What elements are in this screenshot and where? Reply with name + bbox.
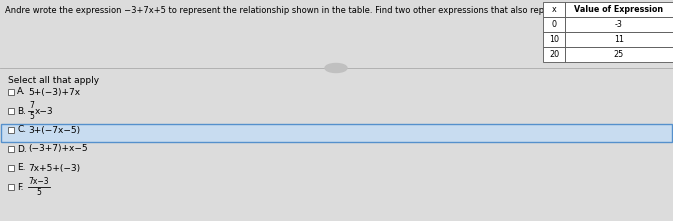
Text: 7x+5+(−3): 7x+5+(−3) — [28, 164, 80, 173]
Text: x: x — [552, 5, 557, 14]
Text: 10: 10 — [549, 35, 559, 44]
Ellipse shape — [325, 63, 347, 72]
Text: (−3+7)+x−5: (−3+7)+x−5 — [28, 145, 87, 154]
Bar — [543, 2, 565, 17]
Bar — [8, 184, 14, 190]
Text: -3: -3 — [615, 20, 623, 29]
Text: 25: 25 — [614, 50, 624, 59]
Text: B.: B. — [17, 107, 26, 116]
Text: 5+(−3)+7x: 5+(−3)+7x — [28, 88, 80, 97]
Bar — [1, 124, 672, 142]
Text: D.: D. — [17, 145, 27, 154]
Text: 7x−3: 7x−3 — [29, 177, 49, 186]
Text: Select all that apply: Select all that apply — [8, 76, 99, 85]
Bar — [543, 47, 565, 62]
Bar — [8, 127, 14, 133]
Bar — [565, 17, 673, 32]
Text: F.: F. — [17, 183, 24, 192]
Bar — [8, 89, 14, 95]
Bar — [565, 32, 673, 47]
Text: x−3: x−3 — [35, 107, 54, 116]
Bar — [8, 146, 14, 152]
Text: E.: E. — [17, 164, 26, 173]
Text: A.: A. — [17, 88, 26, 97]
Bar — [565, 2, 673, 17]
Bar — [8, 108, 14, 114]
Text: 3+(−7x−5): 3+(−7x−5) — [28, 126, 80, 135]
Text: 11: 11 — [614, 35, 624, 44]
Text: Value of Expression: Value of Expression — [575, 5, 664, 14]
Text: 7: 7 — [29, 101, 34, 110]
Text: C.: C. — [17, 126, 26, 135]
Text: 5: 5 — [36, 188, 42, 197]
Text: 5: 5 — [29, 112, 34, 121]
Text: 0: 0 — [551, 20, 557, 29]
Bar — [8, 165, 14, 171]
Bar — [565, 47, 673, 62]
Bar — [543, 32, 565, 47]
Bar — [543, 17, 565, 32]
Text: Andre wrote the expression −3+7x+5 to represent the relationship shown in the ta: Andre wrote the expression −3+7x+5 to re… — [5, 6, 673, 15]
Text: 20: 20 — [549, 50, 559, 59]
